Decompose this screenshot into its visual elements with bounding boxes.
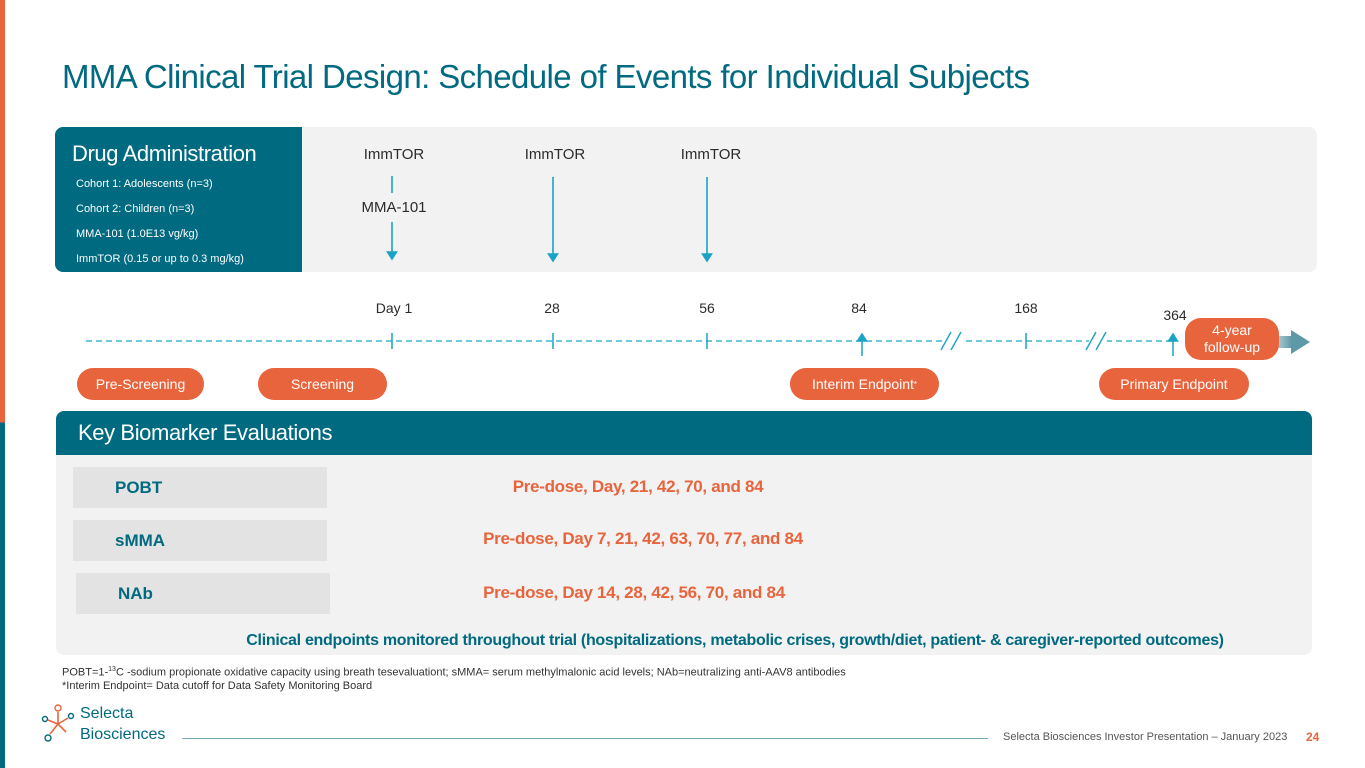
dose-label-extra: MMA-101 <box>361 199 427 216</box>
interim-endpoint-pill: Interim Endpoint * <box>790 368 939 400</box>
timeline-tick <box>391 333 1027 349</box>
drug-admin-line: Cohort 1: Adolescents (n=3) <box>76 178 213 190</box>
biomarker-label-pobt: POBT <box>73 467 327 508</box>
dose-label: ImmTOR <box>680 146 742 163</box>
endpoint-up-arrow <box>856 332 1179 356</box>
followup-line2: follow-up <box>1203 339 1261 355</box>
footnote-text: C -sodium propionate oxidative capacity … <box>115 666 846 679</box>
interim-endpoint-label: Interim Endpoint <box>811 376 914 392</box>
clinical-endpoints-note: Clinical endpoints monitored throughout … <box>246 632 1224 649</box>
dose-label: ImmTOR <box>524 146 586 163</box>
drug-admin-box: Drug Administration Cohort 1: Adolescent… <box>55 127 302 272</box>
followup-pill: 4-year follow-up <box>1185 318 1279 360</box>
day-label: Day 1 <box>375 300 413 316</box>
drug-admin-heading: Drug Administration <box>72 141 257 166</box>
drug-admin-line: MMA-101 (1.0E13 vg/kg) <box>76 228 199 240</box>
day-label: 28 <box>544 300 560 316</box>
footer-text: Selecta Biosciences Investor Presentatio… <box>1003 731 1288 743</box>
selecta-logo-icon <box>41 704 75 742</box>
dose-arrow <box>701 177 713 263</box>
dose-arrow <box>386 176 398 261</box>
followup-line1: 4-year <box>1212 322 1252 338</box>
prescreening-pill: Pre-Screening <box>77 368 204 400</box>
biomarker-schedule: Pre-dose, Day, 21, 42, 70, and 84 <box>512 477 764 496</box>
biomarker-label-smma: sMMA <box>73 520 327 561</box>
biomarker-schedule: Pre-dose, Day 14, 28, 42, 56, 70, and 84 <box>483 583 785 602</box>
screening-pill: Screening <box>258 368 387 400</box>
page-number: 24 <box>1306 730 1320 744</box>
day-label: 84 <box>851 300 867 316</box>
logo-wordmark: Biosciences <box>80 726 166 743</box>
biomarker-label-nab: NAb <box>76 573 330 614</box>
drug-admin-line: ImmTOR (0.15 or up to 0.3 mg/kg) <box>76 253 244 265</box>
logo-wordmark: Selecta <box>80 705 134 722</box>
footnote-abbreviations: POBT=1-13C -sodium propionate oxidative … <box>62 666 846 679</box>
timeline-break <box>940 331 1107 351</box>
footnote-text: POBT=1- <box>62 666 109 679</box>
day-label: 56 <box>699 300 715 316</box>
accent-bar <box>0 0 5 768</box>
dose-label: ImmTOR <box>363 146 425 163</box>
interim-endpoint-mark: * <box>913 379 918 389</box>
footnote-interim: *Interim Endpoint= Data cutoff for Data … <box>62 680 373 692</box>
page-title: MMA Clinical Trial Design: Schedule of E… <box>62 58 1030 95</box>
footnote-superscript: 13 <box>108 666 116 673</box>
drug-admin-line: Cohort 2: Children (n=3) <box>76 203 195 215</box>
day-label: 168 <box>1014 300 1038 316</box>
day-label: 364 <box>1163 307 1187 323</box>
dose-arrow <box>547 177 559 263</box>
primary-endpoint-pill: Primary Endpoint <box>1099 368 1249 400</box>
biomarker-schedule: Pre-dose, Day 7, 21, 42, 63, 70, 77, and… <box>483 529 803 548</box>
footer-divider <box>182 738 988 739</box>
biomarker-heading: Key Biomarker Evaluations <box>56 411 1312 455</box>
